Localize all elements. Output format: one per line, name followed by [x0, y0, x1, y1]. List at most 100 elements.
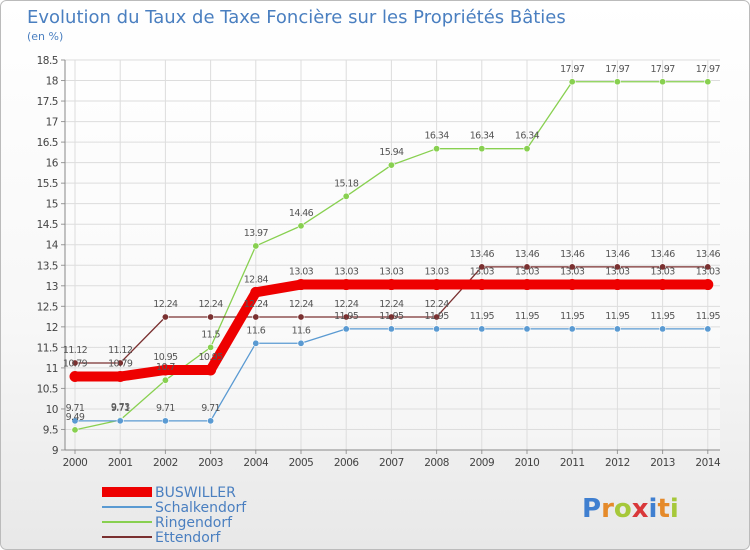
data-point-buswiller	[69, 371, 81, 383]
data-point-buswiller	[159, 364, 171, 376]
data-point-ettendorf	[161, 313, 169, 321]
data-label-ettendorf: 12.24	[379, 299, 404, 310]
x-tick-label: 2005	[289, 457, 314, 469]
x-tick-label: 2014	[695, 457, 721, 469]
data-label-ettendorf: 11.12	[63, 345, 88, 356]
data-label-schalkendorf: 11.95	[424, 311, 449, 322]
data-label-ringendorf: 16.34	[470, 131, 495, 142]
data-point-schalkendorf	[342, 325, 350, 333]
data-point-ringendorf	[704, 78, 712, 86]
y-tick-label: 14	[46, 240, 59, 252]
y-tick-label: 9.5	[43, 424, 58, 436]
data-label-schalkendorf: 11.95	[605, 311, 630, 322]
x-tick-label: 2008	[424, 457, 449, 469]
data-point-schalkendorf	[704, 325, 712, 333]
data-point-schalkendorf	[478, 325, 486, 333]
y-tick-label: 17	[46, 117, 58, 129]
data-point-buswiller	[250, 286, 262, 298]
legend-label-ettendorf: Ettendorf	[155, 530, 222, 546]
y-tick-label: 16.5	[37, 137, 58, 149]
data-point-ettendorf	[342, 313, 350, 321]
x-tick-label: 2006	[334, 457, 360, 469]
data-point-ettendorf	[704, 263, 712, 271]
data-point-schalkendorf	[433, 325, 441, 333]
data-label-buswiller: 13.03	[650, 267, 675, 278]
data-label-ringendorf: 17.97	[560, 64, 585, 75]
data-label-ringendorf: 13.97	[244, 228, 269, 239]
data-point-ettendorf	[297, 313, 305, 321]
data-point-ringendorf	[523, 145, 531, 153]
y-tick-label: 15.5	[37, 178, 58, 190]
data-label-buswiller: 13.03	[379, 267, 404, 278]
data-label-ringendorf: 9.49	[66, 412, 85, 423]
data-point-ettendorf	[568, 263, 576, 271]
data-point-ringendorf	[252, 242, 260, 250]
data-label-ettendorf: 11.12	[108, 345, 133, 356]
data-label-buswiller: 10.95	[153, 352, 178, 363]
y-tick-label: 17.5	[37, 96, 58, 108]
data-point-ettendorf	[252, 313, 260, 321]
data-point-schalkendorf	[523, 325, 531, 333]
proxiti-logo: Proxiti	[582, 494, 679, 524]
data-point-ringendorf	[342, 192, 350, 200]
data-point-ringendorf	[568, 78, 576, 86]
data-label-ettendorf: 13.46	[605, 249, 630, 260]
data-point-buswiller	[340, 279, 352, 291]
data-label-ettendorf: 13.46	[470, 249, 495, 260]
y-tick-label: 10.5	[37, 383, 58, 395]
data-label-buswiller: 13.03	[696, 267, 721, 278]
logo-letter: P	[582, 494, 601, 524]
x-tick-label: 2004	[243, 457, 269, 469]
data-point-ettendorf	[71, 359, 79, 367]
data-point-schalkendorf	[297, 339, 305, 347]
data-point-schalkendorf	[568, 325, 576, 333]
y-tick-label: 12	[46, 322, 58, 334]
series-layer	[69, 78, 714, 434]
data-label-schalkendorf: 11.95	[334, 311, 359, 322]
data-label-schalkendorf: 11.95	[560, 311, 585, 322]
y-tick-label: 14.5	[37, 219, 58, 231]
data-point-ringendorf	[659, 78, 667, 86]
data-point-buswiller	[205, 364, 217, 376]
data-point-ettendorf	[613, 263, 621, 271]
data-label-ringendorf: 17.97	[696, 64, 721, 75]
data-point-buswiller	[385, 279, 397, 291]
data-label-ringendorf: 11.5	[201, 329, 220, 340]
data-label-schalkendorf: 11.6	[246, 325, 265, 336]
data-point-buswiller	[476, 279, 488, 291]
data-label-ringendorf: 15.18	[334, 178, 359, 189]
data-label-ettendorf: 12.24	[153, 299, 178, 310]
x-tick-label: 2010	[515, 457, 540, 469]
data-point-ettendorf	[387, 313, 395, 321]
data-point-ettendorf	[116, 359, 124, 367]
data-point-ettendorf	[523, 263, 531, 271]
data-label-buswiller: 13.03	[424, 267, 449, 278]
data-label-ringendorf: 17.97	[650, 64, 675, 75]
y-tick-label: 11.5	[37, 342, 58, 354]
y-tick-label: 11	[46, 363, 58, 375]
data-label-ettendorf: 13.46	[650, 249, 675, 260]
y-tick-label: 18.5	[37, 55, 58, 67]
logo-letter: t	[657, 494, 669, 524]
data-point-schalkendorf	[387, 325, 395, 333]
x-tick-label: 2009	[469, 457, 494, 469]
y-tick-label: 10	[46, 404, 58, 416]
data-point-ettendorf	[478, 263, 486, 271]
logo-letter: x	[632, 494, 649, 524]
data-point-ringendorf	[387, 161, 395, 169]
x-tick-label: 2001	[108, 457, 133, 469]
logo-letter: i	[649, 494, 658, 524]
data-point-schalkendorf	[613, 325, 621, 333]
data-point-ringendorf	[613, 78, 621, 86]
y-tick-label: 18	[46, 76, 58, 88]
data-label-ettendorf: 13.46	[560, 249, 585, 260]
data-label-schalkendorf: 11.6	[292, 325, 311, 336]
y-tick-label: 15	[46, 199, 58, 211]
data-point-ringendorf	[433, 145, 441, 153]
data-label-schalkendorf: 9.71	[66, 403, 85, 414]
data-label-ettendorf: 13.46	[515, 249, 540, 260]
data-label-ringendorf: 15.94	[379, 147, 404, 158]
data-label-buswiller: 12.84	[244, 274, 269, 285]
logo-letter: i	[670, 494, 679, 524]
data-label-buswiller: 13.03	[470, 267, 495, 278]
